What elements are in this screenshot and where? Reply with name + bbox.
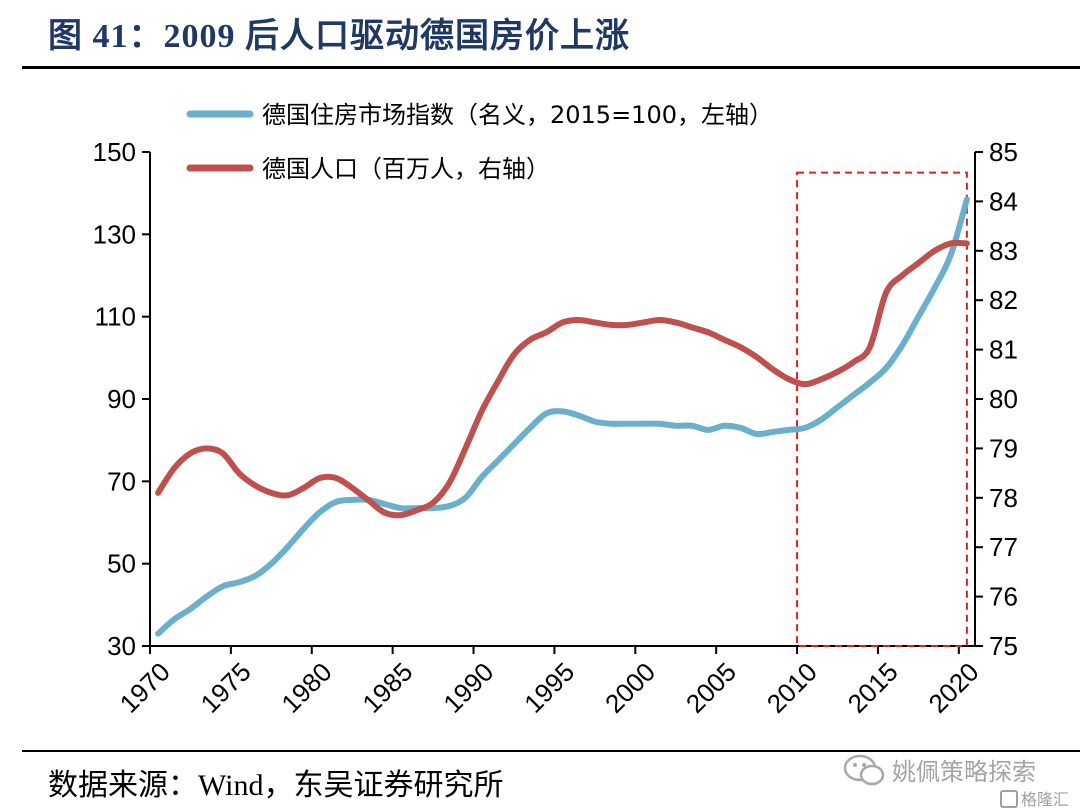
page-title: 图 41：2009 后人口驱动德国房价上涨	[48, 18, 630, 55]
y-left-tick-label: 130	[93, 219, 136, 249]
y-left-tick-label: 110	[95, 302, 136, 332]
y-right-tick-label: 79	[989, 433, 1018, 463]
legend-label-housing-index: 德国住房市场指数（名义，2015=100，左轴）	[262, 101, 773, 129]
watermark-text-2: 格隆汇	[1021, 790, 1070, 809]
y-right-tick-label: 81	[989, 335, 1018, 365]
x-tick-label: 1985	[356, 657, 418, 719]
x-tick-label: 1970	[114, 657, 176, 719]
y-right-tick-label: 77	[989, 532, 1018, 562]
series-line-population	[155, 239, 970, 519]
x-tick-label: 2015	[842, 657, 904, 719]
y-right-tick-label: 85	[989, 137, 1018, 167]
y-right-tick-label: 80	[989, 384, 1018, 414]
source-note: 数据来源：Wind，东吴证券研究所	[48, 769, 504, 802]
y-right-tick-label: 84	[989, 186, 1018, 216]
x-tick-label: 2000	[599, 657, 661, 719]
x-tick-label: 1995	[518, 657, 580, 719]
y-left-tick-label: 90	[107, 384, 136, 414]
logo-icon	[1000, 790, 1018, 808]
legend-label-population: 德国人口（百万人，右轴）	[262, 155, 550, 183]
watermark-secondary: 格隆汇	[1000, 786, 1069, 810]
y-right-tick-label: 82	[989, 285, 1018, 315]
x-tick-label: 2010	[761, 657, 823, 719]
y-right-tick-label: 76	[989, 582, 1018, 612]
x-tick-label: 2005	[680, 657, 742, 719]
watermark-text: 姚佩策略探索	[892, 758, 1036, 786]
watermark: 姚佩策略探索	[840, 748, 1070, 808]
x-tick-label: 2020	[923, 657, 985, 719]
highlight-box	[796, 171, 968, 647]
y-right-tick-label: 75	[989, 631, 1018, 661]
x-tick-label: 1990	[437, 657, 499, 719]
series-line-housing-index	[155, 196, 970, 637]
x-tick-label: 1975	[195, 657, 257, 719]
y-left-tick-label: 70	[107, 466, 136, 496]
y-right-tick-label: 83	[989, 236, 1018, 266]
y-left-tick-label: 50	[107, 549, 136, 579]
wechat-icon	[843, 754, 885, 786]
title-bar: 图 41：2009 后人口驱动德国房价上涨	[0, 0, 1080, 66]
title-divider	[22, 66, 1080, 69]
line-chart: 30 50 70 90 110 130 150 75 76 77 78 79 80 81 82 83 84 85 1…	[93, 101, 1018, 719]
footer-divider	[22, 750, 1080, 752]
y-left-tick-label: 150	[93, 137, 136, 167]
y-right-tick-label: 78	[989, 483, 1018, 513]
x-tick-label: 1980	[275, 657, 337, 719]
y-left-tick-label: 30	[107, 631, 136, 661]
